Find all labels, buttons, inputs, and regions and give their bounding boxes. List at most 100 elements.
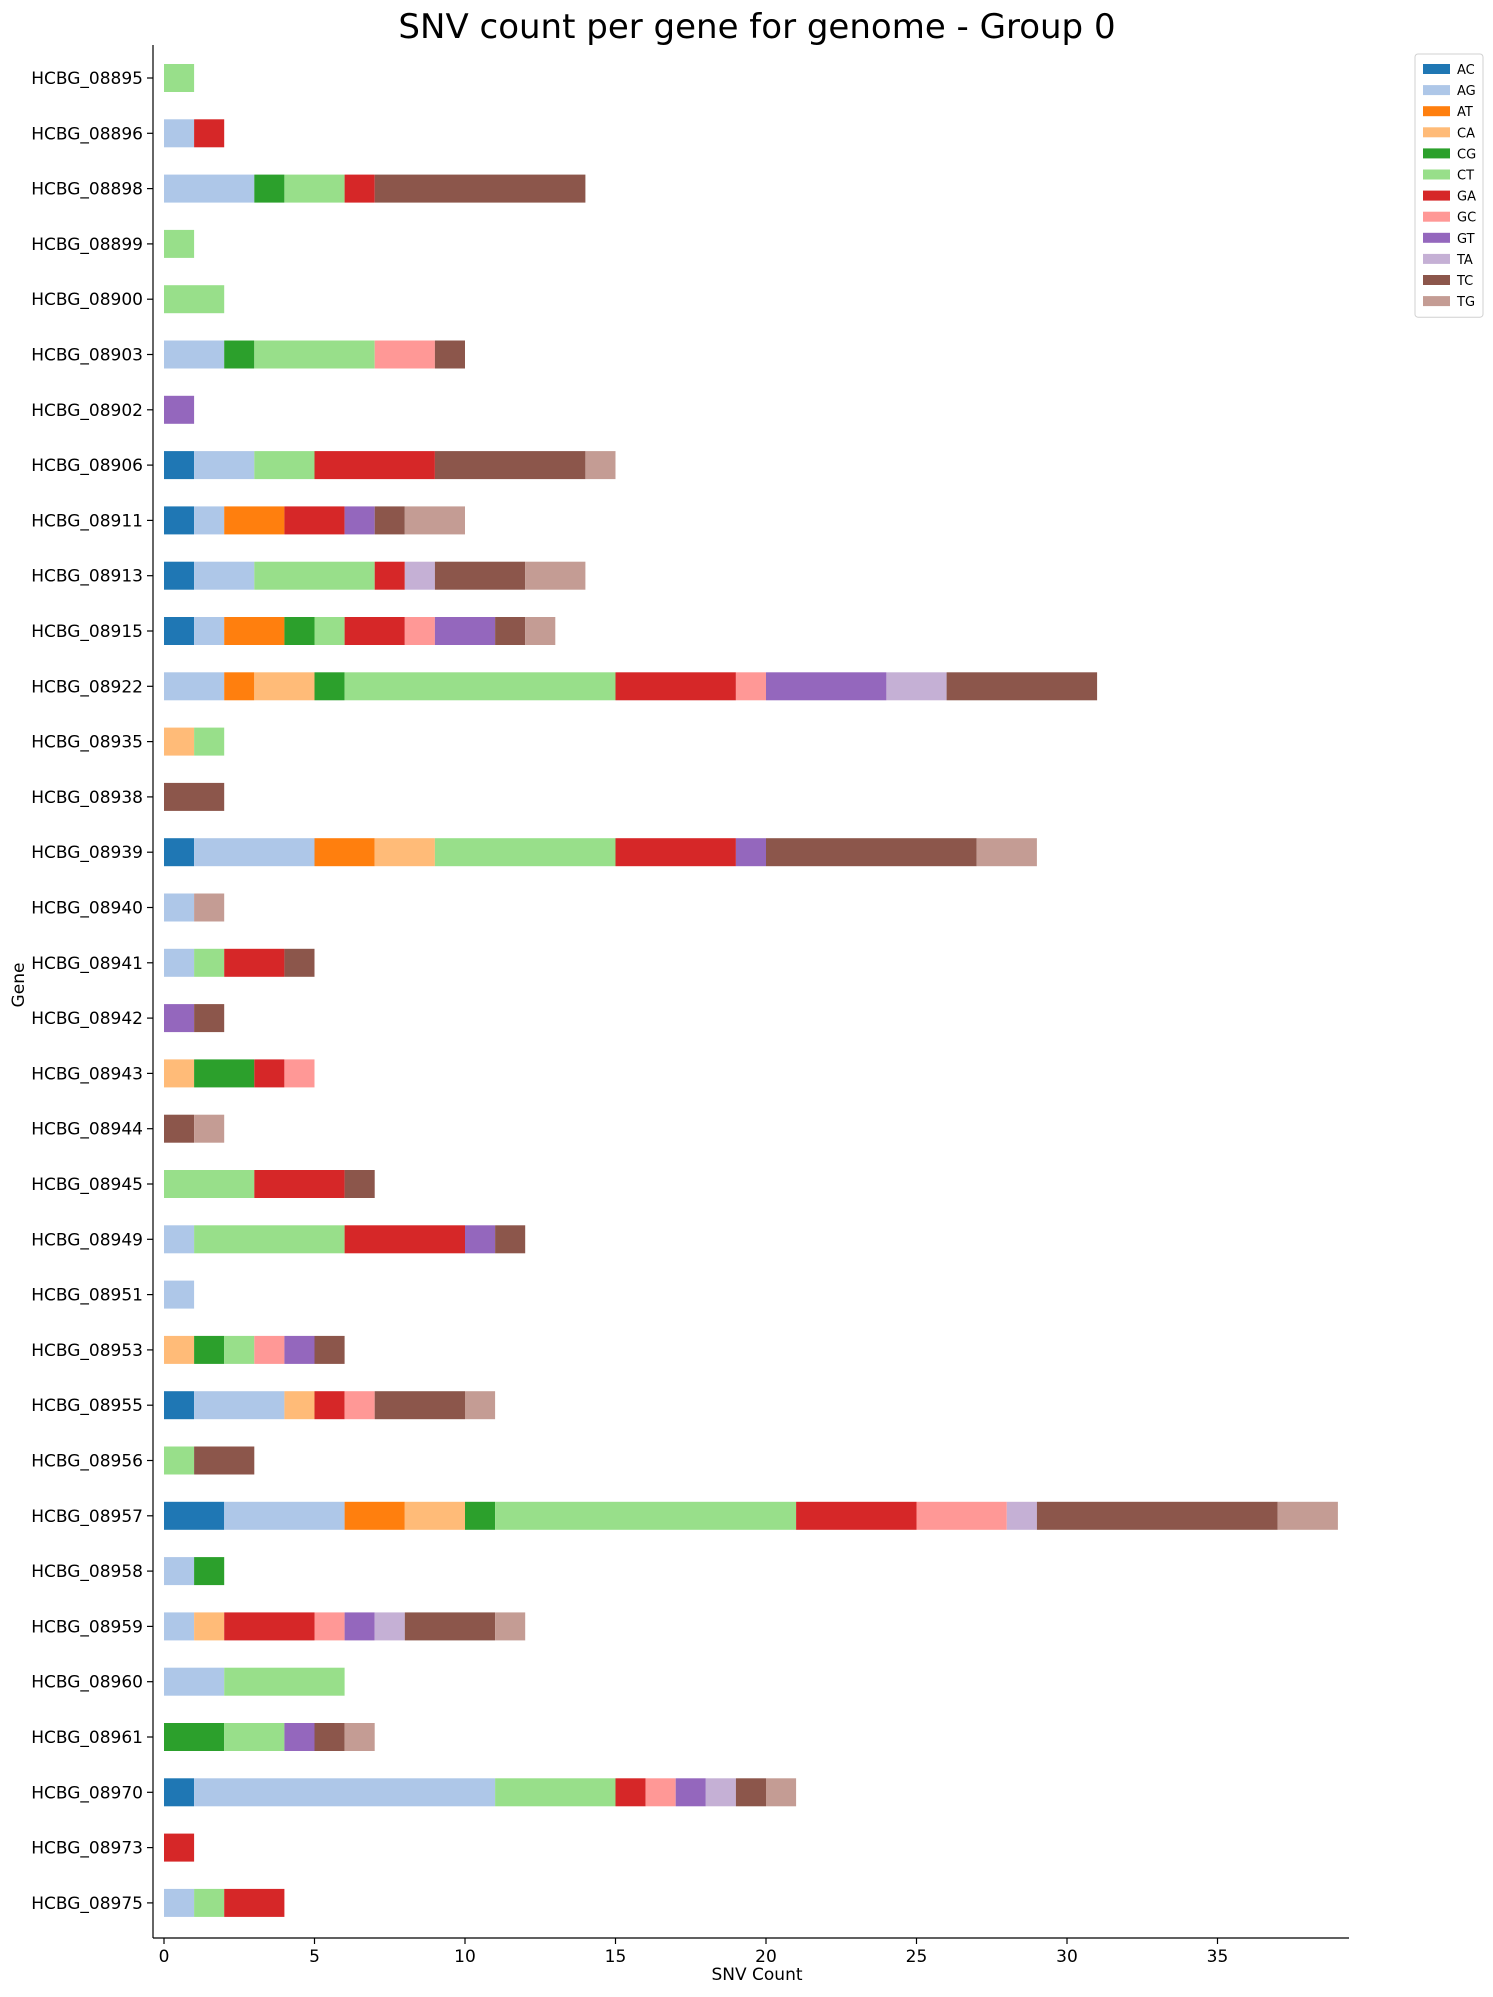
bar-segment-GA (344, 174, 375, 203)
bar-segment-CG (284, 617, 315, 645)
bar-segment-TG (766, 1778, 797, 1807)
bar-segment-TC (434, 340, 465, 369)
bar-segment-TG (344, 1723, 375, 1751)
bar-segment-GA (224, 1612, 315, 1641)
bar-segment-CA (194, 1612, 225, 1641)
bar-segment-TG (495, 1612, 526, 1641)
bar-segment-TC (1036, 1501, 1278, 1530)
legend-swatch-TA (1423, 253, 1450, 264)
bar-segment-CT (314, 617, 345, 645)
bar-segment-CT (164, 1446, 195, 1475)
bar-segment-TC (766, 838, 977, 867)
bar-segment-AG (194, 838, 315, 867)
legend-label: AT (1457, 105, 1473, 120)
bar-segment-TC (374, 506, 405, 535)
bar-segment-GA (164, 1833, 195, 1862)
bar-segment-GA (254, 1059, 285, 1088)
bar-segment-TG (194, 1114, 225, 1143)
legend-swatch-GT (1423, 232, 1450, 243)
bar-segment-CT (254, 561, 375, 590)
bar-segment-TC (164, 1114, 195, 1143)
bar-segment-TC (735, 1778, 766, 1807)
y-tick-label: HCBG_08944 (31, 1120, 143, 1140)
y-tick-label: HCBG_08913 (31, 567, 143, 587)
bar-segment-CA (164, 727, 195, 756)
bar-segment-CA (164, 1335, 195, 1364)
bar-segment-CT (495, 1501, 797, 1530)
bar-segment-GT (675, 1778, 706, 1807)
bar-segment-TC (164, 782, 225, 811)
bar-segment-TC (374, 174, 586, 203)
bar-segment-AG (164, 672, 225, 701)
bar-segment-GC (404, 617, 435, 645)
bar-segment-GC (735, 672, 766, 701)
chart-title: SNV count per gene for genome - Group 0 (398, 7, 1115, 47)
y-tick-label: HCBG_08899 (31, 235, 143, 255)
bar-segment-AC (164, 838, 195, 867)
bar-segment-CT (194, 1888, 225, 1917)
y-tick-label: HCBG_08941 (31, 954, 143, 974)
y-tick-label: HCBG_08898 (31, 180, 143, 200)
bar-segment-GA (615, 672, 736, 701)
bar-segment-TC (495, 617, 526, 645)
bar-segment-GA (615, 1778, 646, 1807)
bar-segment-GA (374, 561, 405, 590)
bar-segment-AT (224, 672, 255, 701)
bar-segment-AT (344, 1501, 405, 1530)
bar-segment-AG (164, 1225, 195, 1254)
y-tick-label: HCBG_08922 (31, 677, 143, 697)
bar-segment-AG (164, 1888, 195, 1917)
bar-segment-AC (164, 561, 195, 590)
bar-segment-CG (224, 340, 255, 369)
y-tick-label: HCBG_08961 (31, 1728, 143, 1748)
bar-segment-AG (164, 119, 195, 148)
bar-segment-TG (525, 561, 586, 590)
bar-segment-TG (976, 838, 1037, 867)
bar-segment-GC (645, 1778, 676, 1807)
bar-segment-AC (164, 1501, 225, 1530)
bar-segment-AG (164, 1667, 225, 1696)
bar-segment-CA (254, 672, 315, 701)
legend-label: GA (1457, 190, 1476, 205)
bar-segment-AG (194, 617, 225, 645)
legend-swatch-AT (1423, 106, 1450, 117)
legend-label: CG (1457, 147, 1476, 162)
bar-segment-TG (525, 617, 556, 645)
bar-segment-AG (164, 893, 195, 922)
bar-segment-CT (164, 64, 195, 92)
bar-segment-TA (705, 1778, 736, 1807)
x-tick-label: 35 (1207, 1947, 1229, 1967)
bar-segment-TG (585, 451, 616, 480)
bar-segment-CT (224, 1723, 285, 1751)
bar-segment-GA (314, 451, 435, 480)
bar-segment-GC (374, 340, 435, 369)
legend-label: CT (1457, 169, 1474, 184)
bar-segment-GA (615, 838, 736, 867)
bar-segment-CG (465, 1501, 496, 1530)
bar-segment-CT (194, 1225, 345, 1254)
bar-segment-GT (164, 395, 195, 424)
bar-segment-CT (224, 1667, 345, 1696)
bar-segment-GT (735, 838, 766, 867)
bar-segment-GT (344, 1612, 375, 1641)
y-tick-label: HCBG_08957 (31, 1507, 143, 1527)
bar-segment-CT (194, 948, 225, 977)
bar-segment-CA (284, 1391, 315, 1420)
y-axis-ticks: HCBG_08895 HCBG_08896 HCBG_08898 HCBG_08899… (31, 69, 153, 1914)
bar-segment-GC (284, 1059, 315, 1088)
bar-segment-GT (284, 1723, 315, 1751)
bar-segment-AT (224, 617, 285, 645)
bar-segment-TC (404, 1612, 496, 1641)
bar-segment-GC (344, 1391, 375, 1420)
bar-segment-AG (164, 174, 255, 203)
bar-segment-AC (164, 1391, 195, 1420)
bar-segment-AG (164, 340, 225, 369)
y-tick-label: HCBG_08935 (31, 733, 143, 753)
bar-segment-AT (224, 506, 285, 535)
bar-segment-AG (164, 1280, 195, 1309)
y-tick-label: HCBG_08975 (31, 1894, 143, 1914)
bar-segment-CG (254, 174, 285, 203)
bar-segment-GT (434, 617, 496, 645)
